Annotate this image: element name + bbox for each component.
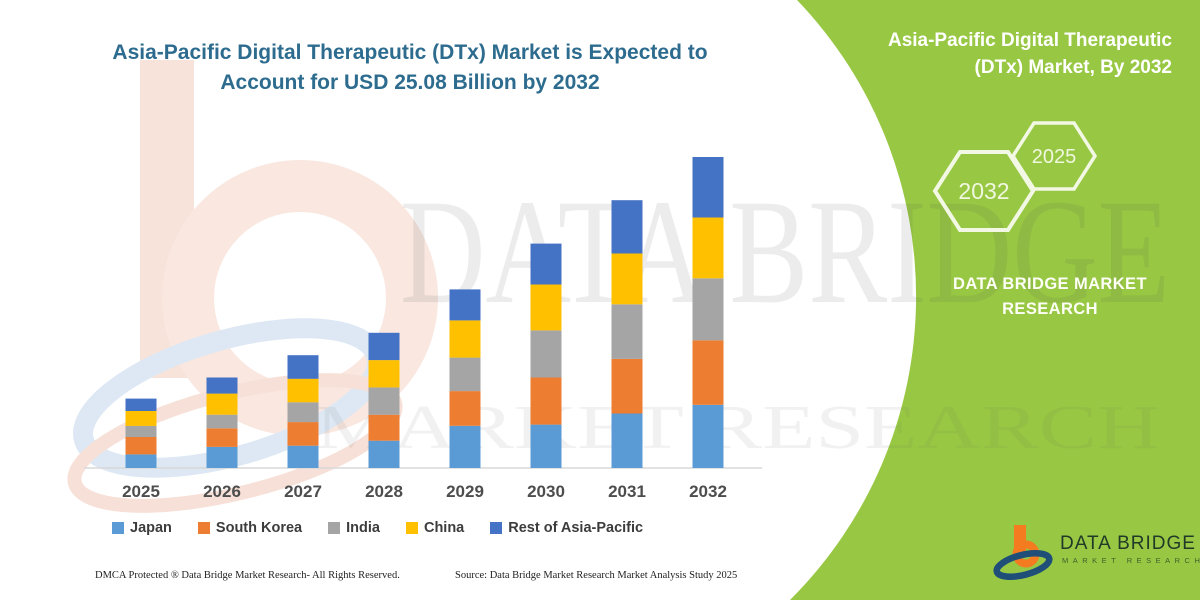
bar-segment [287,378,319,403]
watermark-text-large: DATA BRIDGE [400,169,1170,335]
side-panel-title: Asia-Pacific Digital Therapeutic (DTx) M… [840,28,1172,81]
legend: Japan South Korea India China Rest of Asia-P… [112,520,643,536]
hexagon-2025 [1010,121,1098,191]
bar-segment [368,387,400,415]
bar-segment [368,360,400,388]
bar-segment [530,424,562,468]
bar-segment [530,243,562,285]
hexagon-badges: 2032 2025 [932,121,1098,232]
bar-segment [449,289,481,321]
bar-segment [125,425,157,437]
legend-label: Japan [130,520,172,536]
bar-segment [206,446,238,468]
bar-segment [611,358,643,414]
bar-segment [287,355,319,379]
bar-segment [611,200,643,254]
bar-segment [287,422,319,446]
chart-title: Asia-Pacific Digital Therapeutic (DTx) M… [100,38,720,99]
bar-segment [611,253,643,305]
hexagon-2032-label: 2032 [958,178,1009,204]
bar-segment [368,414,400,441]
data-bridge-logo: DATA BRIDGE MARKET RESEARCH [993,522,1200,584]
bar-segment [206,377,238,394]
side-panel-brand-line2: RESEARCH [1002,299,1098,318]
side-panel-brand: DATA BRIDGE MARKET RESEARCH [920,272,1180,322]
legend-item-rest-of-asia-pacific: Rest of Asia-Pacific [490,520,643,536]
bar-segment [530,377,562,425]
x-axis-labels: 2025 2026 2027 2028 2029 2030 2031 2032 [122,482,727,501]
bar-segment [206,393,238,415]
bar-segment [368,332,400,361]
bar-segment [449,357,481,392]
legend-swatch [112,522,124,534]
legend-swatch [490,522,503,534]
legend-item-india: India [328,520,380,536]
bar-segment [287,445,319,468]
logo-name: DATA BRIDGE [1060,533,1196,554]
legend-label: China [423,520,465,536]
watermark-text-small: MARKET RESEARCH [315,394,1160,462]
bars-group [125,157,724,468]
bar-segment [530,284,562,331]
legend-item-south-korea: South Korea [197,520,303,536]
side-panel-title-line2: (DTx) Market, By 2032 [974,56,1172,78]
side-panel-brand-line1: DATA BRIDGE MARKET [953,275,1147,293]
x-axis-label: 2027 [284,482,322,501]
bar-segment [206,428,238,447]
bar-segment [692,340,724,405]
chart-title-line2: Account for USD 25.08 Billion by 2032 [220,71,600,95]
legend-label: South Korea [215,520,303,536]
legend-item-japan: Japan [112,520,172,536]
legend-label: Rest of Asia-Pacific [508,520,644,536]
bar-segment [287,402,319,423]
bar-segment [611,304,643,359]
logo-swoosh [993,550,1053,580]
bar-segment [368,440,400,468]
bar-segment [206,414,238,429]
dmca-notice: DMCA Protected ® Data Bridge Market Rese… [95,570,400,581]
bar-segment [692,404,724,468]
legend-swatch [405,522,418,534]
bar-segment [530,330,562,378]
legend-item-china: China [405,520,465,536]
x-axis-label: 2032 [689,482,727,501]
bar-segment [692,278,724,341]
legend-swatch [197,522,210,534]
legend-swatch [328,522,341,534]
bar-segment [692,157,724,218]
bar-segment [125,454,157,468]
side-panel-background [790,0,1200,600]
x-axis-label: 2030 [527,482,565,501]
bar-segment [611,413,643,468]
bar-segment [449,320,481,358]
chart-title-line1: Asia-Pacific Digital Therapeutic (DTx) M… [112,41,708,64]
legend-label: India [346,520,380,536]
data-bridge-logo-icon [993,525,1053,580]
bar-segment [449,391,481,426]
bar-segment [125,437,157,455]
x-axis-label: 2026 [203,482,241,501]
hexagon-2032 [932,150,1036,232]
bar-segment [125,398,157,411]
source-note: Source: Data Bridge Market Research Mark… [455,570,738,581]
bar-segment [449,425,481,468]
hexagon-2025-label: 2025 [1032,146,1077,168]
x-axis-label: 2025 [122,482,160,501]
bar-segment [125,411,157,426]
logo-subtitle: MARKET RESEARCH [1062,556,1200,565]
x-axis-label: 2031 [608,482,646,501]
side-panel-title-line1: Asia-Pacific Digital Therapeutic [887,30,1172,51]
x-axis-label: 2029 [446,482,484,501]
x-axis-label: 2028 [365,482,403,501]
bar-segment [692,217,724,279]
